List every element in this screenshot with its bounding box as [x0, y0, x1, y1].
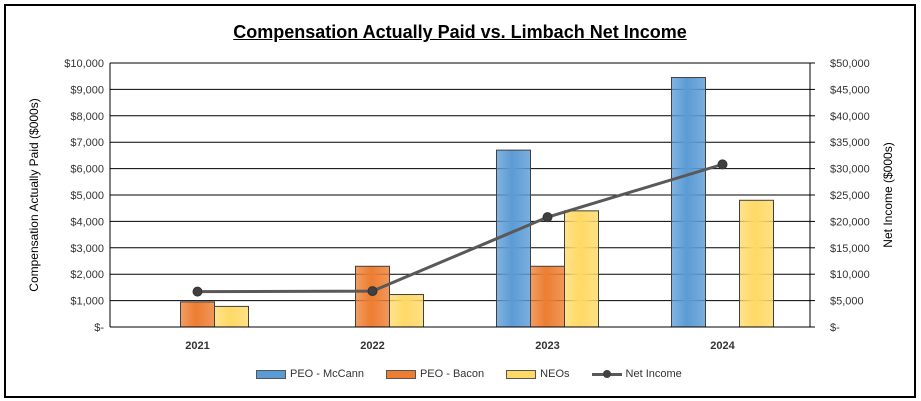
- legend-swatch-neos: [506, 369, 537, 379]
- bar-peo-bacon-2021: [180, 301, 215, 328]
- y-tick-label: $1,000: [70, 296, 104, 308]
- bar-peo-mccann-2023: [496, 149, 531, 328]
- axes: $- $1,000 $2,000 $3,000 $4,000 $5,000 $6,000 $7…: [27, 58, 895, 352]
- bar-neos-2024: [739, 199, 774, 328]
- legend-label-net-income: Net Income: [625, 368, 682, 380]
- legend-item-net-income: Net Income: [591, 368, 682, 380]
- y-tick-label: $-: [94, 322, 104, 334]
- y2-tick-label: $-: [830, 322, 840, 334]
- y-tick-label: $2,000: [70, 269, 104, 281]
- bars: [180, 77, 774, 328]
- y2-tick-label: $10,000: [830, 269, 870, 281]
- y-tick-label: $3,000: [70, 243, 104, 255]
- bar-neos-2022: [389, 294, 424, 328]
- net-income-polyline: [197, 162, 723, 294]
- legend-item-bacon: PEO - Bacon: [385, 368, 485, 380]
- y2-tick-label: $50,000: [830, 58, 870, 70]
- y2-tick-label: $5,000: [830, 296, 864, 308]
- legend-label-bacon: PEO - Bacon: [419, 368, 485, 380]
- y2-tick-label: $30,000: [830, 164, 870, 176]
- legend-item-mccann: PEO - McCann: [256, 368, 364, 380]
- y2-tick-label: $40,000: [830, 111, 870, 123]
- y2-tick-label: $20,000: [830, 216, 870, 228]
- y-tick-label: $8,000: [70, 111, 104, 123]
- y-tick-label: $6,000: [70, 164, 104, 176]
- bar-peo-bacon-2022: [355, 265, 390, 328]
- x-tick-label: 2024: [710, 340, 735, 352]
- legend: PEO - McCann PEO - Bacon NEOs Net Income: [256, 368, 682, 380]
- y-tick-label: $4,000: [70, 216, 104, 228]
- x-tick-label: 2023: [535, 340, 559, 352]
- y2-tick-label: $35,000: [830, 137, 870, 149]
- legend-swatch-mccann: [256, 369, 286, 379]
- y-tick-label: $9,000: [70, 84, 104, 96]
- y2-tick-label: $25,000: [830, 190, 870, 202]
- y2-tick-label: $15,000: [830, 243, 870, 255]
- y-tick-label: $5,000: [70, 190, 104, 202]
- bar-peo-mccann-2024: [671, 77, 706, 328]
- bar-peo-bacon-2023: [530, 265, 565, 328]
- y2-tick-label: $45,000: [830, 84, 870, 96]
- legend-swatch-bacon: [385, 369, 416, 379]
- net-income-point-2023: [542, 212, 553, 223]
- x-tick-label: 2021: [185, 340, 209, 352]
- bar-neos-2021: [214, 305, 249, 328]
- y2-axis-title: Net Income ($000s): [881, 142, 895, 247]
- legend-label-mccann: PEO - McCann: [290, 368, 364, 380]
- x-tick-label: 2022: [360, 340, 384, 352]
- net-income-point-2022: [367, 286, 378, 297]
- legend-item-neos: NEOs: [506, 368, 570, 380]
- chart-frame: Compensation Actually Paid vs. Limbach N…: [4, 4, 916, 398]
- net-income-point-2021: [192, 286, 203, 297]
- net-income-line: [192, 159, 728, 297]
- legend-swatch-net-income: [591, 369, 622, 379]
- legend-label-neos: NEOs: [540, 368, 570, 380]
- y-axis-title: Compensation Actually Paid ($000s): [27, 98, 41, 291]
- net-income-point-2024: [717, 159, 728, 170]
- y-tick-label: $10,000: [64, 58, 104, 70]
- bar-neos-2023: [564, 210, 599, 328]
- y-tick-label: $7,000: [70, 137, 104, 149]
- chart-svg: $- $1,000 $2,000 $3,000 $4,000 $5,000 $6,000 $7…: [27, 58, 895, 352]
- chart-title: Compensation Actually Paid vs. Limbach N…: [233, 22, 687, 42]
